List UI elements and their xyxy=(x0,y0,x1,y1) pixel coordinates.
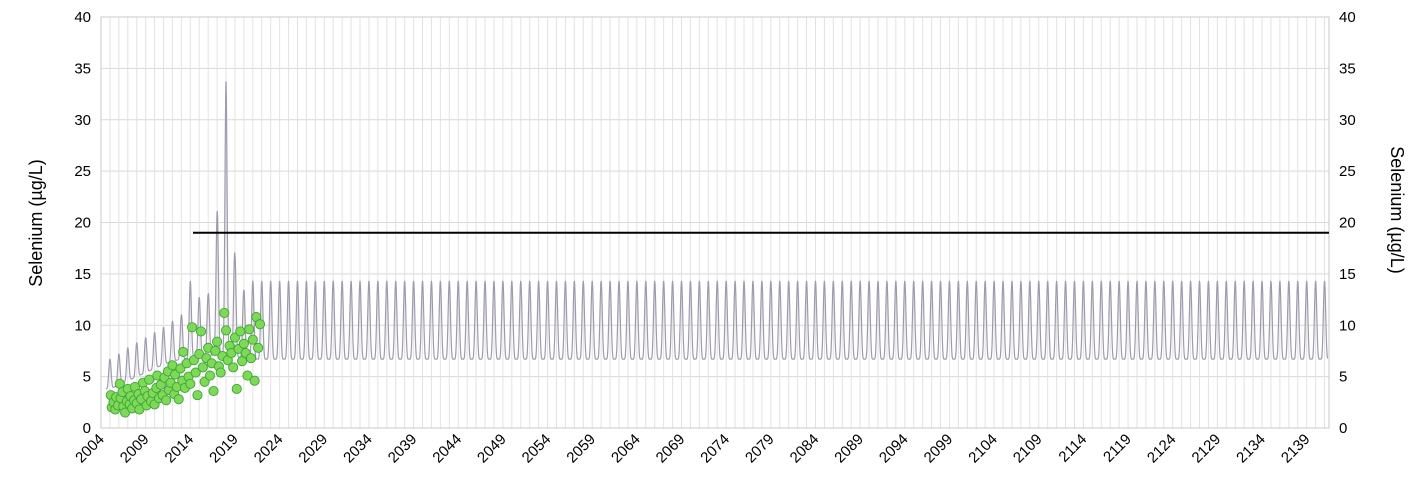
chart-series xyxy=(105,81,1329,418)
scatter-point-77 xyxy=(231,383,242,395)
scatter-point-66 xyxy=(212,336,223,347)
x-tick-label-26: 2134 xyxy=(1233,431,1269,467)
x-tick-label-9: 2049 xyxy=(474,431,510,467)
x-tick-label-20: 2104 xyxy=(965,431,1001,467)
scatter-point-87 xyxy=(249,375,260,386)
scatter-point-71 xyxy=(220,325,232,336)
y-tick-left-label-3: 15 xyxy=(74,266,91,283)
scatter-point-55 xyxy=(192,390,203,401)
scatter-point-62 xyxy=(204,370,216,381)
x-tick-label-18: 2094 xyxy=(876,431,912,467)
scatter-point-51 xyxy=(185,378,196,389)
y-tick-right-label-7: 35 xyxy=(1339,60,1356,77)
scatter-point-44 xyxy=(173,394,184,405)
y-tick-left-label-1: 5 xyxy=(83,369,91,386)
x-tick-label-2: 2014 xyxy=(162,431,198,467)
x-tick-label-17: 2089 xyxy=(831,431,867,467)
scatter-point-80 xyxy=(237,356,248,367)
y-tick-left-label-8: 40 xyxy=(74,9,91,26)
scatter-point-57 xyxy=(195,326,207,337)
x-tick-label-15: 2079 xyxy=(742,431,778,467)
scatter-point-79 xyxy=(235,326,246,337)
y-tick-right-label-6: 30 xyxy=(1339,112,1356,129)
scatter-point-36 xyxy=(161,395,172,406)
x-tick-label-6: 2034 xyxy=(340,431,376,467)
scatter-point-84 xyxy=(244,324,255,335)
scatter-point-86 xyxy=(247,334,258,345)
y-tick-right-label-5: 25 xyxy=(1339,163,1356,180)
x-tick-label-23: 2119 xyxy=(1100,431,1135,466)
y-axis-left-title: Selenium (µg/L) xyxy=(26,159,46,286)
series-line-0 xyxy=(105,81,1329,390)
scatter-point-58 xyxy=(197,362,208,373)
scatter-point-26 xyxy=(144,374,155,385)
x-tick-label-5: 2029 xyxy=(295,431,331,467)
x-tick-label-22: 2114 xyxy=(1055,431,1090,466)
x-tick-label-27: 2139 xyxy=(1278,431,1314,467)
plot-area-frame xyxy=(100,16,1330,429)
x-tick-label-8: 2044 xyxy=(429,431,465,467)
x-tick-label-25: 2129 xyxy=(1189,431,1225,467)
x-tick-label-7: 2039 xyxy=(385,431,421,467)
x-tick-label-24: 2124 xyxy=(1144,431,1180,467)
scatter-point-83 xyxy=(242,370,253,381)
scatter-point-89 xyxy=(253,342,264,353)
x-tick-label-4: 2024 xyxy=(251,431,287,467)
x-tick-label-11: 2059 xyxy=(563,431,599,467)
y-tick-right-label-3: 15 xyxy=(1339,266,1356,283)
y-axis-left-ticks: 0 5 10 15 20 25 30 35 40 xyxy=(74,9,91,437)
x-tick-label-12: 2064 xyxy=(608,431,644,467)
y-axis-right-ticks: 0 5 10 15 20 25 30 35 40 xyxy=(1339,9,1356,437)
x-tick-label-21: 2109 xyxy=(1010,431,1046,467)
y-tick-right-label-1: 5 xyxy=(1339,369,1347,386)
x-tick-label-10: 2054 xyxy=(519,431,555,467)
y-tick-left-label-5: 25 xyxy=(74,163,91,180)
y-tick-left-label-6: 30 xyxy=(74,112,91,129)
y-tick-left-label-2: 10 xyxy=(74,317,91,334)
y-tick-left-label-4: 20 xyxy=(74,215,91,232)
y-axis-right-title: Selenium (µg/L) xyxy=(1387,146,1407,273)
y-tick-right-label-2: 10 xyxy=(1339,317,1356,334)
x-tick-label-1: 2009 xyxy=(117,431,153,467)
x-tick-label-13: 2069 xyxy=(653,431,689,467)
x-tick-label-3: 2019 xyxy=(206,431,242,467)
scatter-point-47 xyxy=(178,346,189,358)
scatter-point-68 xyxy=(215,367,226,378)
scatter-point-90 xyxy=(254,319,266,330)
scatter-point-70 xyxy=(219,307,230,318)
y-tick-left-label-0: 0 xyxy=(83,420,91,437)
scatter-point-54 xyxy=(190,367,201,378)
chart-grid xyxy=(101,16,1329,429)
y-tick-right-label-8: 40 xyxy=(1339,9,1356,26)
x-tick-label-16: 2084 xyxy=(787,431,823,467)
x-tick-label-0: 2004 xyxy=(72,431,108,467)
scatter-point-85 xyxy=(245,353,257,364)
x-tick-label-19: 2099 xyxy=(921,431,957,467)
scatter-point-52 xyxy=(187,322,198,333)
y-tick-right-label-0: 0 xyxy=(1339,420,1347,437)
scatter-point-75 xyxy=(228,362,239,373)
scatter-point-64 xyxy=(208,385,219,397)
y-tick-left-label-7: 35 xyxy=(74,60,91,77)
y-tick-right-label-4: 20 xyxy=(1339,215,1356,232)
x-tick-label-14: 2074 xyxy=(697,431,733,467)
scatter-point-81 xyxy=(238,338,249,349)
x-axis-ticks: 2004 2009 2014 2019 2024 2029 2034 2039 2044 2049… xyxy=(72,431,1313,467)
